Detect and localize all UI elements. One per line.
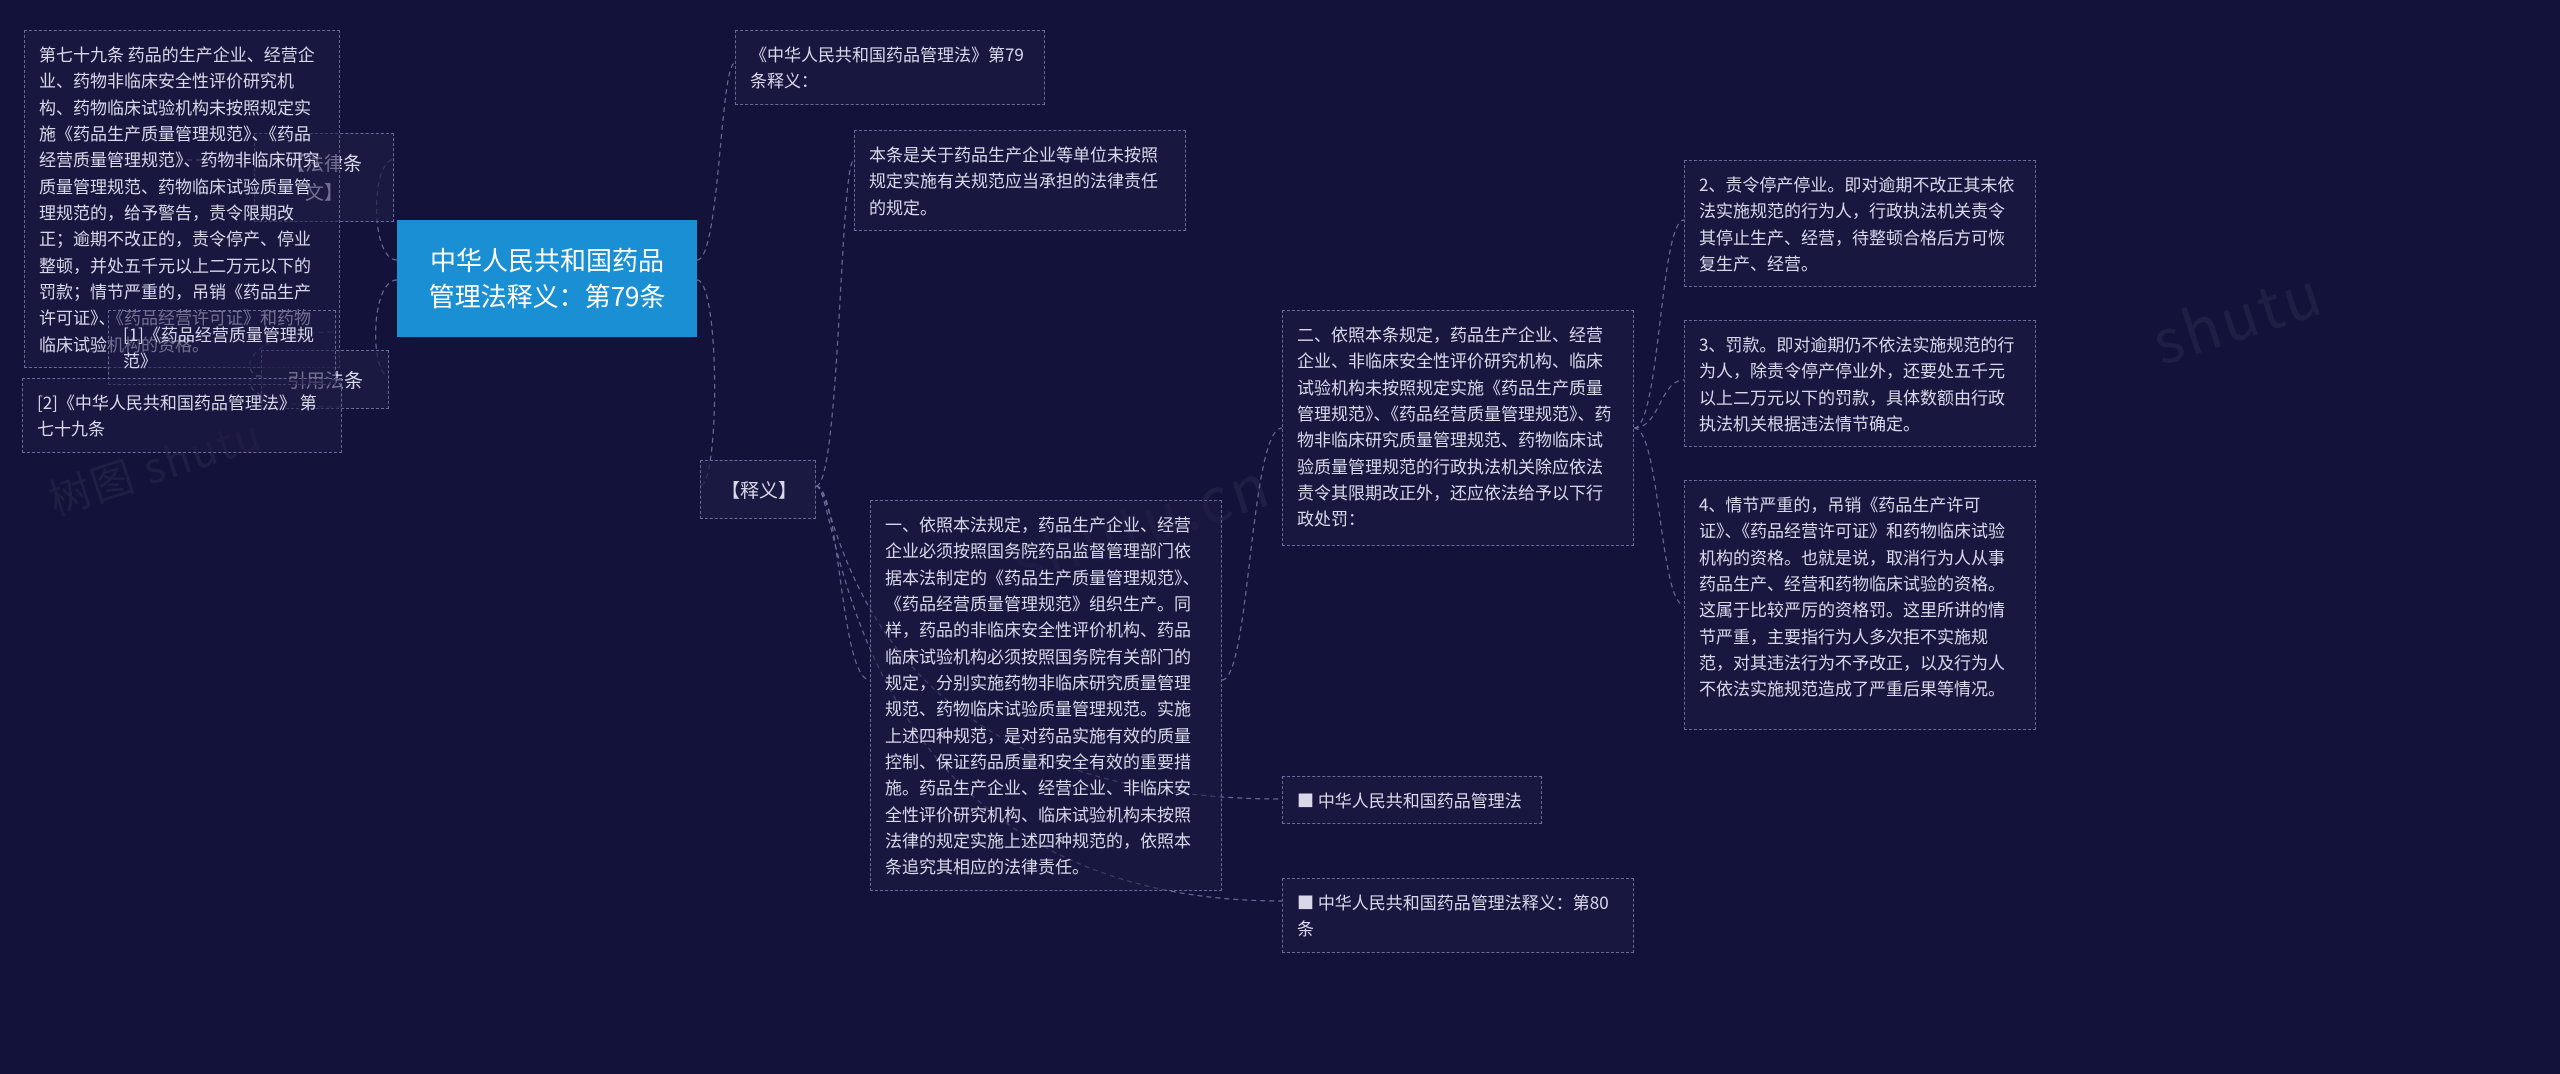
penalty-item-2: 2、责令停产停业。即对逾期不改正其未依法实施规范的行为人，行政执法机关责令其停止… <box>1684 160 2036 287</box>
related-link-1: ■ 中华人民共和国药品管理法 <box>1282 776 1542 824</box>
reference-item-2: [2]《中华人民共和国药品管理法》 第七十九条 <box>22 378 342 453</box>
reference-item-1: [1]《药品经营质量管理规范》 <box>108 310 336 385</box>
interpretation-label: 【释义】 <box>700 460 816 519</box>
root-node: 中华人民共和国药品管理法释义：第79条 <box>397 220 697 337</box>
related-link-2-label: 中华人民共和国药品管理法释义：第80条 <box>1297 889 1609 940</box>
related-link-2: ■ 中华人民共和国药品管理法释义：第80条 <box>1282 878 1634 953</box>
interpretation-para-1: 一、依照本法规定，药品生产企业、经营企业必须按照国务院药品监督管理部门依据本法制… <box>870 500 1222 891</box>
watermark: shutu <box>2140 246 2333 383</box>
interpretation-title: 《中华人民共和国药品管理法》第79条释义： <box>735 30 1045 105</box>
penalty-item-4: 4、情节严重的，吊销《药品生产许可证》、《药品经营许可证》和药物临床试验机构的资… <box>1684 480 2036 730</box>
bullet-icon: ■ <box>1297 787 1314 812</box>
interpretation-summary: 本条是关于药品生产企业等单位未按照规定实施有关规范应当承担的法律责任的规定。 <box>854 130 1186 231</box>
related-link-1-label: 中华人民共和国药品管理法 <box>1318 787 1522 812</box>
interpretation-para-2: 二、依照本条规定，药品生产企业、经营企业、非临床安全性评价研究机构、临床试验机构… <box>1282 310 1634 546</box>
bullet-icon: ■ <box>1297 889 1314 914</box>
penalty-item-3: 3、罚款。即对逾期仍不依法实施规范的行为人，除责令停产停业外，还要处五千元以上二… <box>1684 320 2036 447</box>
